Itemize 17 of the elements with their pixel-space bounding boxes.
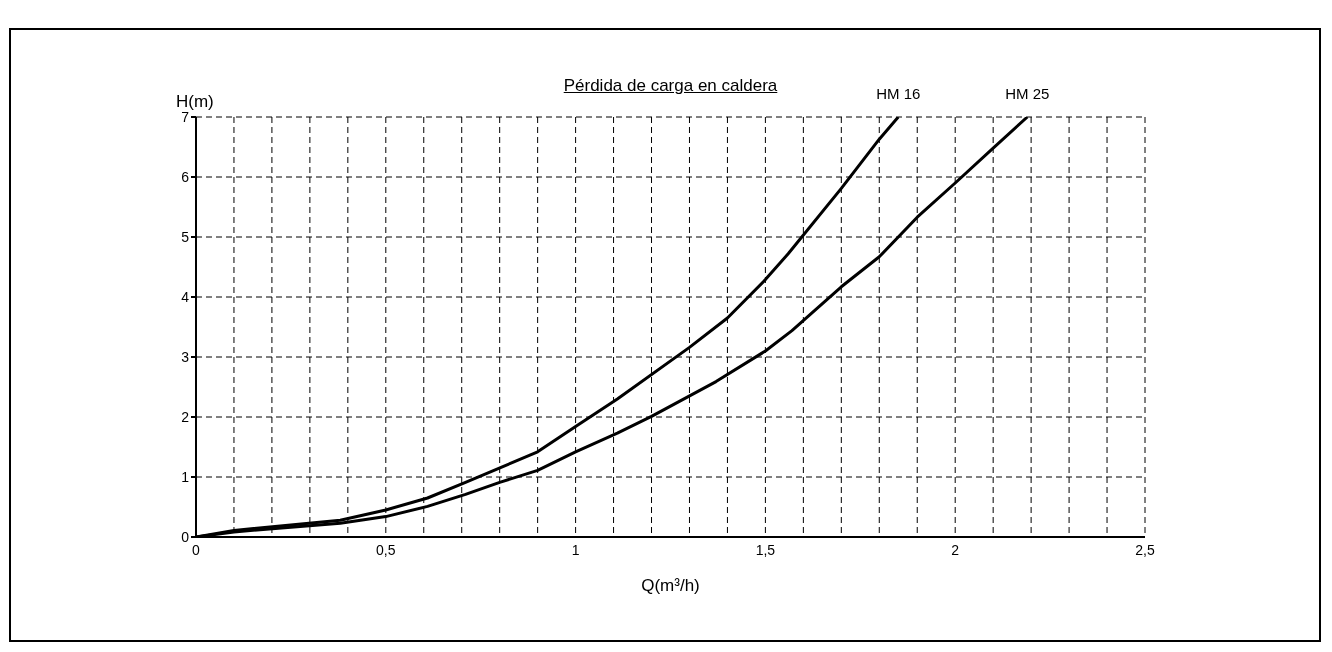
y-tick-label: 3 (181, 348, 190, 365)
y-tick-label: 1 (181, 468, 190, 485)
x-tick-label: 1 (571, 541, 580, 558)
y-tick-label: 5 (181, 228, 190, 245)
x-tick-label: 0,5 (376, 541, 396, 558)
x-tick-label: 1,5 (755, 541, 776, 558)
series-label: HM 16 (876, 85, 921, 102)
x-tick-label: 0 (192, 541, 201, 558)
x-tick-label: 2,5 (1135, 541, 1155, 558)
x-tick-label: 2 (951, 541, 960, 558)
y-tick-label: 6 (181, 168, 190, 185)
y-tick-label: 0 (181, 528, 190, 545)
x-axis-title: Q(m³/h) (641, 576, 700, 595)
y-tick-label: 4 (181, 288, 190, 305)
series-label: HM 25 (1005, 85, 1050, 102)
chart-title: Pérdida de carga en caldera (563, 76, 778, 95)
y-tick-label: 2 (181, 408, 190, 425)
